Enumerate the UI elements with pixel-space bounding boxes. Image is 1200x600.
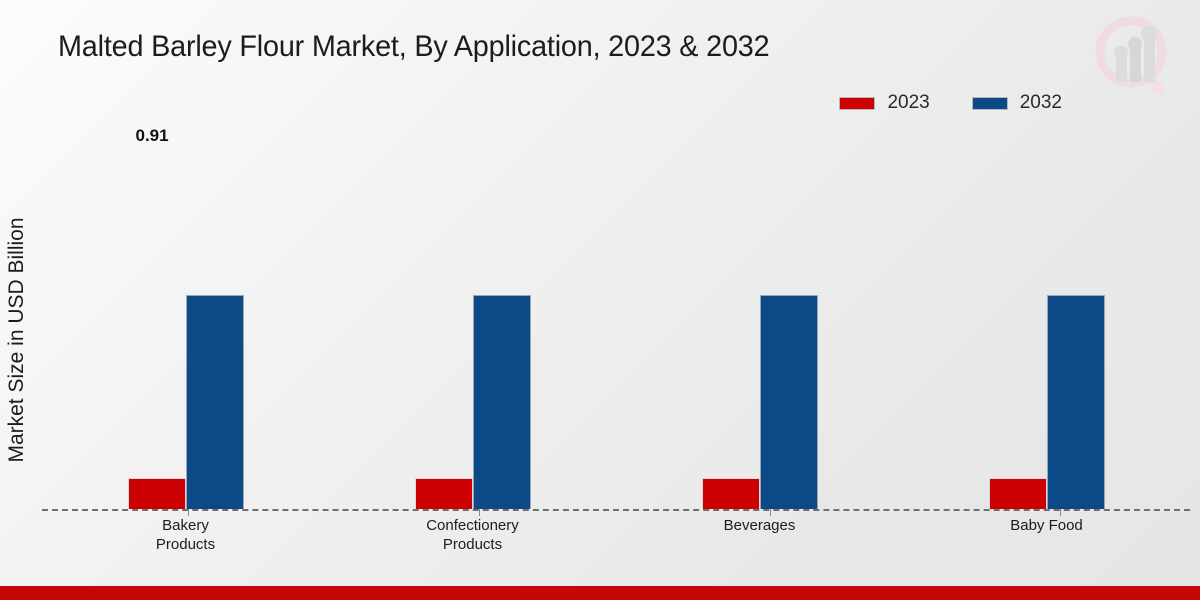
x-axis-baseline — [42, 509, 1190, 511]
x-axis-label-beverages: Beverages — [616, 512, 903, 554]
bar-2032-baby-food[interactable] — [1046, 295, 1105, 509]
label-line-2: Products — [155, 536, 216, 553]
bar-group-confectionery-products — [329, 150, 616, 509]
bar-group-bakery-products: 0.91 — [42, 126, 329, 509]
bar-2032-bakery-products[interactable] — [185, 295, 244, 509]
label-line-2: Products — [442, 536, 503, 553]
label-line-1: Confectionery — [426, 517, 519, 534]
x-axis-tick-bakery-products — [188, 509, 189, 516]
company-watermark-logo — [1086, 8, 1182, 104]
legend-item-2032[interactable]: 2032 — [971, 92, 1062, 114]
bar-group-baby-food — [903, 150, 1190, 509]
bar-2023-bakery-products[interactable]: 0.91 — [127, 126, 186, 509]
bar-group-beverages — [616, 150, 903, 509]
x-axis-tick-confectionery-products — [479, 509, 480, 516]
legend-swatch-2023 — [839, 96, 876, 110]
x-axis-tick-beverages — [770, 509, 771, 516]
chart-plot-area: 0.91 — [42, 126, 1190, 509]
x-axis-label-confectionery-products: Confectionery Products — [329, 512, 616, 554]
bar-2023-beverages[interactable] — [701, 478, 760, 509]
bar-pair: 0.91 — [127, 126, 244, 509]
bar-pair — [414, 150, 531, 509]
label-line-1: Baby Food — [1010, 517, 1083, 534]
bar-2032-beverages[interactable] — [759, 295, 818, 509]
y-axis-title: Market Size in USD Billion — [5, 217, 28, 463]
legend-item-2023[interactable]: 2023 — [839, 92, 930, 114]
legend-label-2032: 2032 — [1019, 92, 1062, 113]
footer-accent-bar — [0, 586, 1200, 600]
legend-label-2023: 2023 — [887, 92, 930, 113]
x-axis-category-labels: Bakery Products Confectionery Products B… — [42, 512, 1190, 554]
legend-swatch-2032 — [971, 96, 1008, 110]
label-line-1: Bakery — [162, 517, 209, 534]
bar-2032-confectionery-products[interactable] — [472, 295, 531, 509]
chart-legend: 2023 2032 — [839, 92, 1062, 114]
x-axis-label-baby-food: Baby Food — [903, 512, 1190, 554]
x-axis-label-bakery-products: Bakery Products — [42, 512, 329, 554]
bar-pair — [988, 150, 1105, 509]
bar-value-label-2023-bakery-products: 0.91 — [135, 126, 169, 145]
bar-2023-baby-food[interactable] — [988, 478, 1047, 509]
chart-title: Malted Barley Flour Market, By Applicati… — [58, 30, 770, 63]
x-axis-tick-baby-food — [1060, 509, 1061, 516]
label-line-1: Beverages — [723, 517, 796, 534]
bar-2023-confectionery-products[interactable] — [414, 478, 473, 509]
bar-pair — [701, 150, 818, 509]
